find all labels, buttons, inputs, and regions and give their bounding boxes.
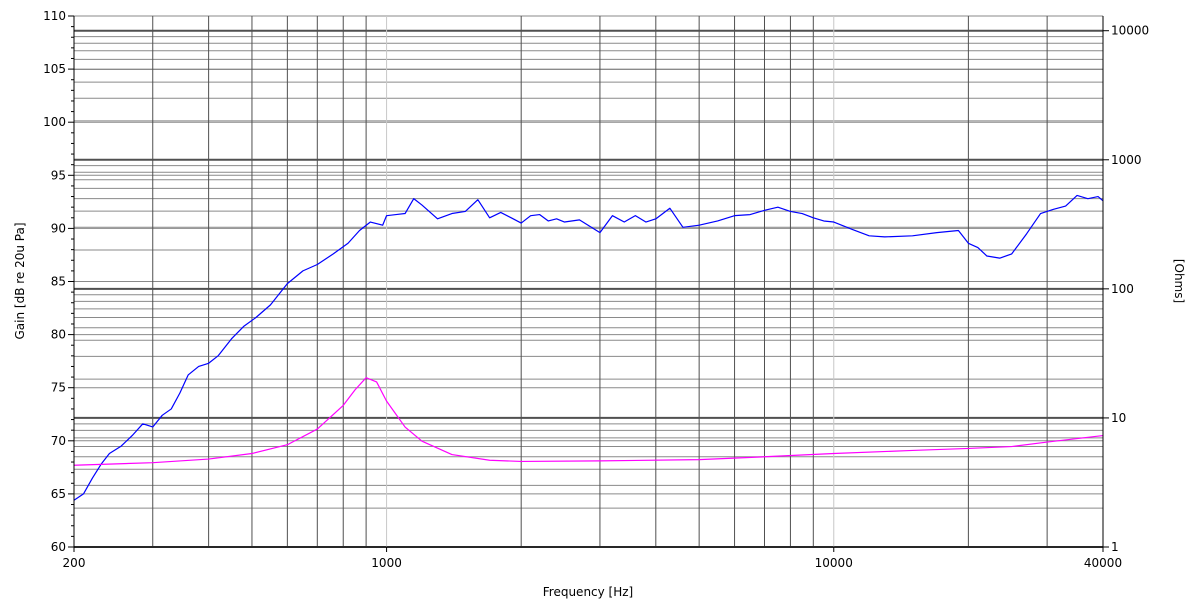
y-tick-label: 70 [51, 434, 66, 448]
y-tick-label: 100 [43, 115, 66, 129]
y-tick-label: 80 [51, 328, 66, 342]
y2-tick-label: 1 [1111, 540, 1119, 554]
x-tick-label: 1000 [371, 556, 402, 570]
y-tick-label: 105 [43, 62, 66, 76]
series-line-impedance [73, 377, 1104, 466]
grid-layer [73, 15, 1104, 548]
y2-tick-label: 10000 [1111, 24, 1149, 38]
y-tick-label: 90 [51, 221, 66, 235]
y2-tick-label: 10 [1111, 411, 1126, 425]
y-tick-label: 75 [51, 381, 66, 395]
x-tick-label: 10000 [815, 556, 853, 570]
ticks-layer: 6065707580859095100105110110100100010000… [43, 9, 1149, 570]
y-tick-label: 85 [51, 275, 66, 289]
y-axis-label: Gain [dB re 20u Pa] [13, 222, 27, 339]
series-line-gain [73, 194, 1104, 501]
series-layer [73, 194, 1104, 501]
y2-tick-label: 100 [1111, 282, 1134, 296]
y-tick-label: 60 [51, 540, 66, 554]
y-tick-label: 65 [51, 487, 66, 501]
y-tick-label: 95 [51, 168, 66, 182]
y2-axis-label: [Ohms] [1172, 259, 1186, 303]
y-tick-label: 110 [43, 9, 66, 23]
x-tick-label: 40000 [1084, 556, 1122, 570]
x-tick-label: 200 [63, 556, 86, 570]
x-axis-label: Frequency [Hz] [543, 585, 634, 599]
y2-tick-label: 1000 [1111, 153, 1142, 167]
